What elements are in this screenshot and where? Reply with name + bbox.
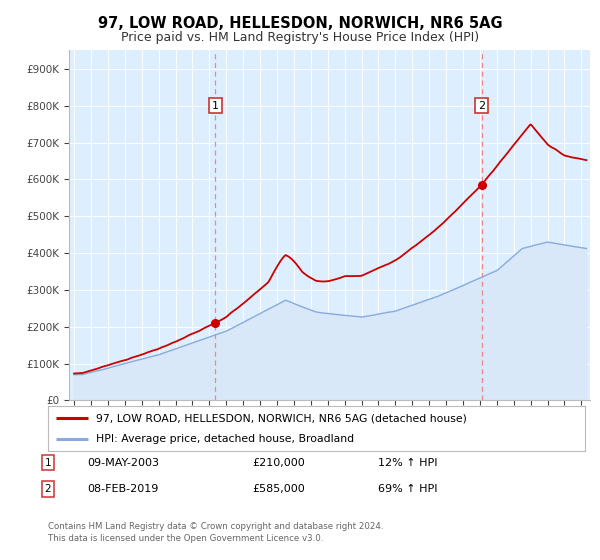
Text: 08-FEB-2019: 08-FEB-2019 xyxy=(87,484,158,494)
Text: 2: 2 xyxy=(478,101,485,111)
Text: 97, LOW ROAD, HELLESDON, NORWICH, NR6 5AG: 97, LOW ROAD, HELLESDON, NORWICH, NR6 5A… xyxy=(98,16,502,31)
Text: 2: 2 xyxy=(44,484,52,494)
Text: 12% ↑ HPI: 12% ↑ HPI xyxy=(378,458,437,468)
Text: 97, LOW ROAD, HELLESDON, NORWICH, NR6 5AG (detached house): 97, LOW ROAD, HELLESDON, NORWICH, NR6 5A… xyxy=(97,413,467,423)
Text: Contains HM Land Registry data © Crown copyright and database right 2024.
This d: Contains HM Land Registry data © Crown c… xyxy=(48,522,383,543)
Text: £210,000: £210,000 xyxy=(252,458,305,468)
Text: 69% ↑ HPI: 69% ↑ HPI xyxy=(378,484,437,494)
Text: £585,000: £585,000 xyxy=(252,484,305,494)
Text: 09-MAY-2003: 09-MAY-2003 xyxy=(87,458,159,468)
Text: HPI: Average price, detached house, Broadland: HPI: Average price, detached house, Broa… xyxy=(97,433,355,444)
Text: 1: 1 xyxy=(44,458,52,468)
Text: 1: 1 xyxy=(212,101,219,111)
Text: Price paid vs. HM Land Registry's House Price Index (HPI): Price paid vs. HM Land Registry's House … xyxy=(121,31,479,44)
